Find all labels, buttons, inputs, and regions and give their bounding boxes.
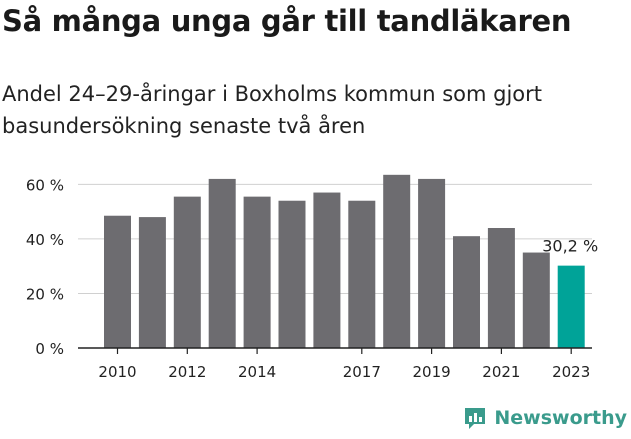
x-tick-label: 2021 xyxy=(482,363,520,381)
newsworthy-brand: Newsworthy xyxy=(462,405,627,431)
chart-subtitle: Andel 24–29-åringar i Boxholms kommun so… xyxy=(2,82,542,138)
bar-2016 xyxy=(313,192,341,348)
y-tick-label: 40 % xyxy=(26,231,64,249)
bar-2012 xyxy=(173,196,201,348)
x-tick-label: 2012 xyxy=(168,363,206,381)
bar-2011 xyxy=(138,217,166,348)
brand-name: Newsworthy xyxy=(494,407,627,429)
bar-2017 xyxy=(348,200,376,348)
bar-2020 xyxy=(453,236,480,348)
y-tick-label: 60 % xyxy=(26,176,64,194)
y-tick-label: 0 % xyxy=(35,340,64,358)
bar-2023 xyxy=(557,265,585,348)
bar-2015 xyxy=(278,200,306,348)
x-tick-label: 2014 xyxy=(238,363,276,381)
x-tick-label: 2017 xyxy=(343,363,381,381)
x-tick-label: 2019 xyxy=(413,363,451,381)
y-tick-label: 20 % xyxy=(26,285,64,303)
bar-2019 xyxy=(418,178,446,348)
bar-2014 xyxy=(243,196,271,348)
bar-2021 xyxy=(487,228,515,348)
bar-2013 xyxy=(208,178,236,348)
newsworthy-logo-icon xyxy=(465,408,486,429)
bar-2018 xyxy=(383,174,411,348)
bar-2022 xyxy=(522,252,550,348)
chart-title: Så många unga går till tandläkaren xyxy=(2,4,572,38)
x-tick-label: 2023 xyxy=(552,363,590,381)
bar-2010 xyxy=(104,215,131,348)
x-tick-label: 2010 xyxy=(98,363,136,381)
data-label-highlight: 30,2 % xyxy=(542,237,598,256)
